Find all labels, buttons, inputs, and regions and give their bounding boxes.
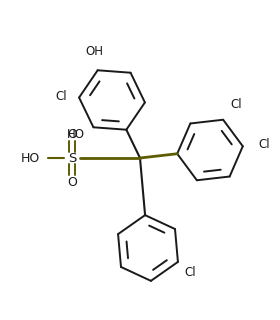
Text: Cl: Cl (230, 98, 242, 111)
Text: Cl: Cl (55, 91, 67, 103)
Text: HO: HO (21, 151, 40, 164)
Text: Cl: Cl (258, 138, 270, 151)
Text: HO: HO (67, 128, 85, 140)
Text: O: O (67, 175, 77, 188)
Text: Cl: Cl (184, 266, 196, 279)
Text: O: O (67, 127, 77, 140)
Text: OH: OH (86, 45, 104, 58)
Text: S: S (68, 151, 76, 164)
